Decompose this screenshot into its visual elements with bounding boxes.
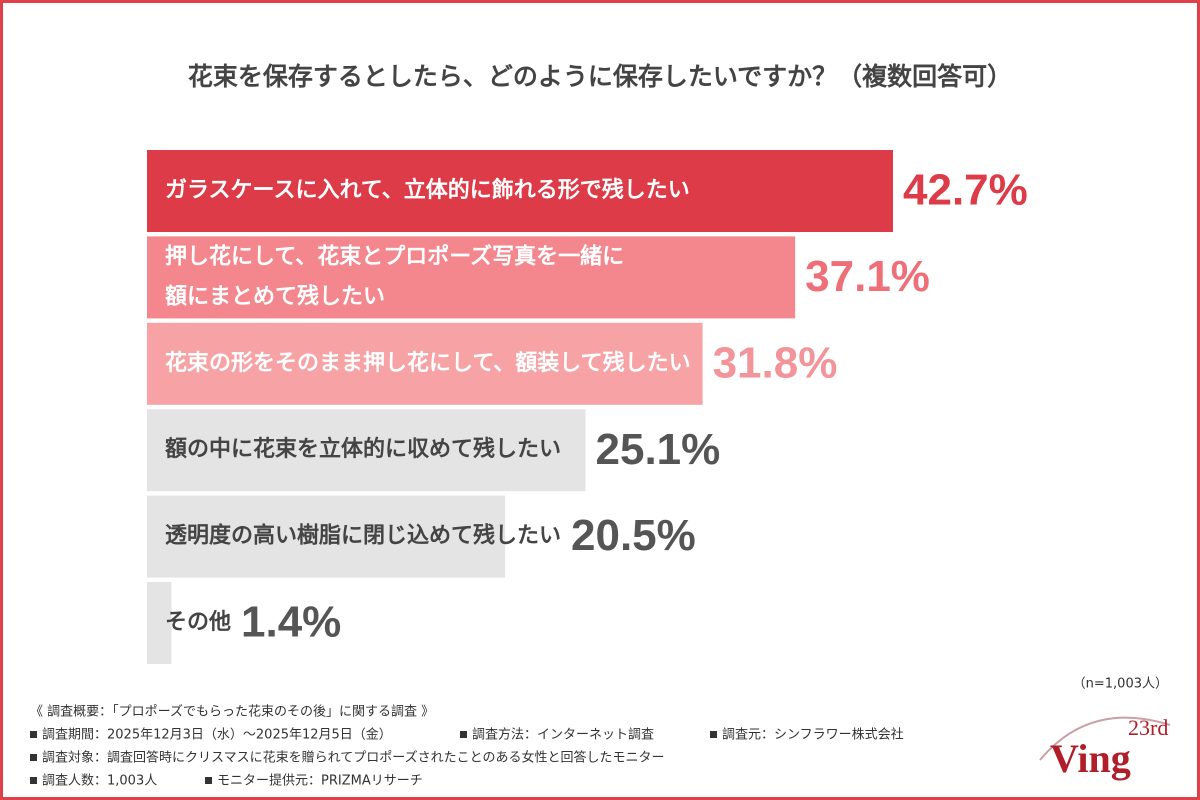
bullet: [30, 754, 37, 761]
value-label: 20.5%: [571, 511, 696, 560]
survey-item: 調査方法：インターネット調査: [472, 727, 654, 743]
survey-item: 調査期間：2025年12月3日（水）〜2025年12月5日（金）: [42, 727, 392, 743]
category-label: 額にまとめて残したい: [165, 283, 385, 309]
bullet: [30, 731, 37, 738]
logo-edition: 23rd: [1128, 715, 1168, 740]
survey-item: 調査元：シンフラワー株式会社: [722, 727, 904, 743]
bar: [147, 582, 172, 664]
survey-item: 調査対象：調査回答時にクリスマスに花束を贈られてプロポーズされたことのある女性と…: [42, 750, 664, 766]
category-label: ガラスケースに入れて、立体的に飾れる形で残したい: [165, 177, 690, 203]
bullet: [710, 731, 717, 738]
sample-note: （n=1,003人）: [1073, 677, 1168, 692]
category-label: 額の中に花束を立体的に収めて残したい: [165, 436, 561, 462]
bullet: [30, 777, 37, 784]
category-label: 透明度の高い樹脂に閉じ込めて残したい: [165, 523, 561, 549]
value-label: 1.4%: [241, 598, 341, 647]
footer: 調査期間：2025年12月3日（水）〜2025年12月5日（金） 調査方法：インタ…: [30, 727, 904, 789]
logo-name: Ving: [1050, 736, 1131, 781]
bar: [147, 236, 796, 319]
bar: [147, 150, 893, 232]
survey-title: 《 調査概要：「プロポーズでもらった花束のその後」に関する調査 》: [30, 704, 434, 720]
bar: [147, 409, 586, 492]
bullet: [460, 731, 467, 738]
logo-swoosh: [1039, 716, 1171, 761]
value-label: 25.1%: [596, 425, 721, 474]
category-label: その他: [165, 610, 231, 635]
category-label: 花束の形をそのまま押し花にして、額装して残したい: [165, 350, 691, 376]
bars: ガラスケースに入れて、立体的に飾れる形で残したい 42.7% 押し花にして、花束とプ…: [147, 150, 1028, 664]
value-label: 37.1%: [805, 252, 930, 301]
category-label: 押し花にして、花束とプロポーズ写真を一緒に: [165, 243, 624, 269]
logo: 23rd Ving: [1039, 715, 1171, 781]
bar: [147, 322, 703, 405]
value-label: 31.8%: [713, 338, 838, 387]
value-label: 42.7%: [903, 166, 1028, 215]
bar: [147, 495, 506, 578]
chart-title: 花束を保存するとしたら、どのように保存したいですか？（複数回答可）: [188, 62, 1012, 91]
survey-item: モニター提供元：PRIZMAリサーチ: [217, 773, 423, 789]
bullet: [205, 777, 212, 784]
survey-item: 調査人数：1,003人: [42, 774, 157, 789]
